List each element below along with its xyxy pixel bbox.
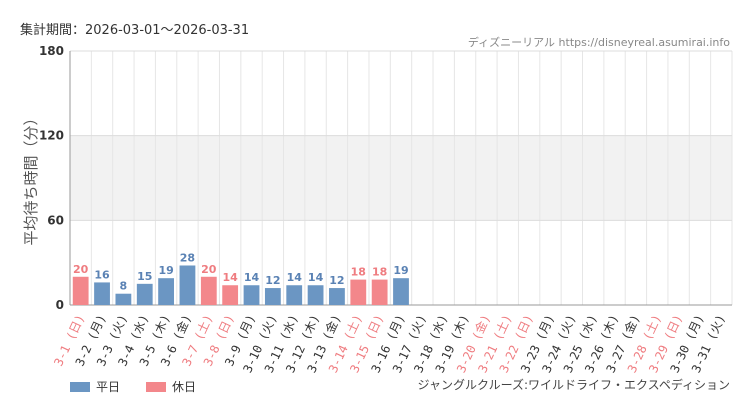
data-label: 14: [223, 271, 239, 284]
legend-weekday-swatch: [70, 381, 90, 392]
bar: [393, 278, 409, 305]
legend-holiday: 休日: [146, 378, 196, 395]
bar: [307, 285, 324, 305]
data-label: 14: [244, 271, 260, 284]
y-axis-label: 平均待ち時間（分）: [22, 110, 40, 245]
shaded-band: [70, 135, 732, 221]
data-label: 20: [73, 263, 89, 276]
period-label: 集計期間：2026-03-01〜2026-03-31: [20, 23, 250, 38]
bar: [158, 278, 174, 305]
bar: [179, 265, 196, 305]
data-label: 18: [372, 266, 387, 279]
bar: [371, 279, 388, 305]
legend-holiday-swatch: [146, 381, 167, 392]
legend: 平日 休日: [70, 378, 222, 395]
source-label: ディズニーリアル https://disneyreal.asumirai.inf…: [467, 36, 730, 49]
bar: [72, 276, 89, 305]
data-label: 28: [180, 251, 195, 264]
data-label: 16: [94, 268, 110, 281]
data-label: 19: [393, 264, 408, 277]
data-label: 12: [265, 274, 280, 287]
y-tick-label: 0: [56, 298, 64, 312]
data-label: 14: [308, 271, 324, 284]
bar: [94, 282, 110, 305]
bar: [264, 288, 281, 305]
data-label: 14: [287, 271, 303, 284]
bar: [286, 285, 303, 305]
bar: [329, 288, 345, 305]
y-tick-label: 180: [39, 44, 64, 58]
attraction-name: ジャングルクルーズ:ワイルドライフ・エクスペディション: [417, 378, 730, 392]
data-label: 15: [137, 270, 152, 283]
legend-weekday: 平日: [70, 378, 120, 395]
data-label: 12: [329, 274, 344, 287]
data-label: 8: [120, 280, 128, 293]
bar: [136, 283, 153, 305]
bar: [115, 293, 132, 305]
bar: [243, 285, 260, 305]
bar: [200, 276, 217, 305]
data-label: 19: [158, 264, 173, 277]
bar: [350, 279, 367, 305]
legend-holiday-label: 休日: [172, 380, 197, 394]
data-label: 20: [201, 263, 217, 276]
bar: [222, 285, 239, 305]
data-label: 18: [351, 266, 366, 279]
y-tick-label: 120: [39, 129, 64, 143]
y-tick-label: 60: [47, 213, 64, 227]
legend-weekday-label: 平日: [96, 380, 121, 394]
